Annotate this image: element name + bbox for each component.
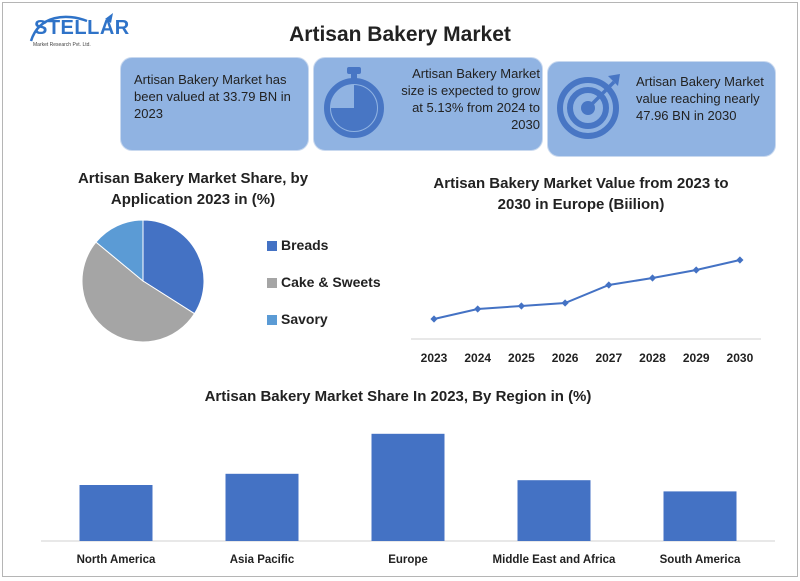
bar-chart-title: Artisan Bakery Market Share In 2023, By …: [204, 388, 592, 405]
target-icon: [557, 74, 620, 139]
bar-north-america: [79, 485, 153, 541]
bar-x-tick-europe: Europe: [388, 554, 428, 566]
line-x-tick-2026: 2026: [552, 351, 579, 365]
line-point-2029: [692, 266, 700, 274]
line-point-2026: [561, 299, 569, 307]
logo: STELLAR Market Research Pvt. Ltd.: [27, 11, 129, 53]
pie-slice-cake-and-sweets: [81, 241, 196, 343]
line-point-2028: [648, 274, 657, 282]
line-chart: 2023 2024 2025 2026 2027 2028 2029 2030: [411, 256, 761, 365]
pie-chart: [81, 219, 205, 343]
line-point-2025: [517, 302, 525, 310]
legend-label-cake-sweets: Cake & Sweets: [281, 274, 381, 290]
legend-swatch-breads: [267, 241, 277, 251]
bar-europe: [371, 433, 445, 541]
logo-subtitle: Market Research Pvt. Ltd.: [33, 42, 91, 48]
line-x-tick-2030: 2030: [727, 351, 754, 365]
bar-middle-east-and-africa: [517, 480, 591, 541]
pie-slice-savory: [95, 219, 144, 283]
stat-text-valuation: Artisan Bakery Market has been valued at…: [134, 72, 291, 121]
bar-asia-pacific: [225, 473, 299, 541]
stat-card-valuation: Artisan Bakery Market has been valued at…: [120, 57, 309, 151]
stopwatch-icon: [324, 67, 384, 138]
pie-chart-title: Artisan Bakery Market Share, by Applicat…: [77, 170, 309, 208]
bar-chart: North America Asia Pacific Europe Middle Ea…: [41, 433, 775, 566]
stat-text-forecast: Artisan Bakery Market value reaching nea…: [636, 74, 764, 123]
bar-south-america: [663, 491, 737, 541]
line-x-tick-2028: 2028: [639, 351, 666, 365]
line-x-tick-2027: 2027: [595, 351, 622, 365]
bar-x-tick-asia-pacific: Asia Pacific: [230, 554, 295, 566]
bar-x-tick-south-america: South America: [660, 554, 741, 566]
line-chart-title: Artisan Bakery Market Value from 2023 to…: [433, 175, 729, 213]
line-point-2030: [736, 256, 744, 264]
legend-label-breads: Breads: [281, 237, 329, 253]
line-point-2023: [430, 315, 438, 323]
stat-card-growth: Artisan Bakery Market size is expected t…: [313, 57, 543, 151]
line-point-2024: [474, 305, 482, 313]
line-x-tick-2029: 2029: [683, 351, 710, 365]
legend-label-savory: Savory: [281, 311, 328, 327]
legend-swatch-savory: [267, 315, 277, 325]
logo-swoosh-icon: [29, 13, 113, 42]
stat-text-growth: Artisan Bakery Market size is expected t…: [401, 66, 540, 132]
bar-x-tick-north-america: North America: [77, 554, 156, 566]
line-x-tick-2025: 2025: [508, 351, 535, 365]
legend-swatch-cake-sweets: [267, 278, 277, 288]
page-title: Artisan Bakery Market: [289, 23, 511, 46]
stat-card-forecast: Artisan Bakery Market value reaching nea…: [547, 61, 776, 157]
line-x-tick-2024: 2024: [464, 351, 491, 365]
line-point-2027: [605, 281, 613, 289]
line-series: [433, 259, 741, 320]
line-x-tick-2023: 2023: [421, 351, 448, 365]
logo-text: STELLAR: [34, 17, 130, 39]
bar-x-tick-middle-east-and-africa: Middle East and Africa: [493, 554, 617, 566]
